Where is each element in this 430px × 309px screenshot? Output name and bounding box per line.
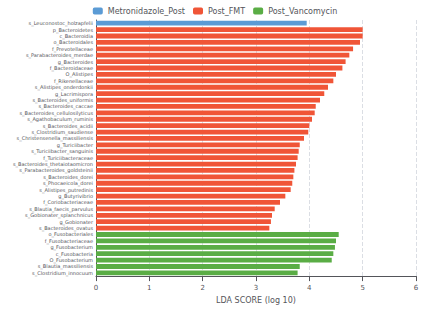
svg-text:s_Christensenella_massiliensis: s_Christensenella_massiliensis (16, 135, 93, 142)
svg-text:Metronidazole_Post: Metronidazole_Post (108, 7, 185, 16)
svg-text:f_Turiciibacteraceae: f_Turiciibacteraceae (43, 154, 93, 161)
svg-text:3: 3 (254, 284, 258, 292)
svg-text:1: 1 (147, 284, 151, 292)
svg-text:g_Lacrimispora: g_Lacrimispora (55, 90, 93, 97)
svg-text:o_Bacteroidales: o_Bacteroidales (53, 39, 93, 46)
svg-text:s_Bacteroides_dorei: s_Bacteroides_dorei (43, 173, 93, 180)
svg-text:2: 2 (200, 284, 204, 292)
svg-text:s_Alistipes_onderdonkii: s_Alistipes_onderdonkii (34, 84, 93, 91)
svg-text:6: 6 (414, 284, 419, 292)
svg-text:5: 5 (360, 284, 364, 292)
svg-text:g_Gobionater: g_Gobionater (59, 218, 93, 225)
svg-text:g_Butyrivibrio: g_Butyrivibrio (58, 193, 93, 200)
svg-text:g_Fusobacterium: g_Fusobacterium (50, 244, 93, 251)
svg-text:s_Alistipes_putredinis: s_Alistipes_putredinis (39, 186, 93, 193)
svg-text:s_Bacteroides_caccae: s_Bacteroides_caccae (38, 103, 93, 110)
svg-text:s_Bacteroides_ovatus: s_Bacteroides_ovatus (39, 225, 93, 232)
svg-text:s_Turiciibacter_sanguinis: s_Turiciibacter_sanguinis (31, 148, 93, 155)
svg-text:LDA SCORE (log 10): LDA SCORE (log 10) (216, 296, 296, 305)
svg-text:s_Blautia_faecis_parvulus: s_Blautia_faecis_parvulus (29, 205, 93, 212)
svg-text:s_Agathobaculum_ruminis: s_Agathobaculum_ruminis (27, 116, 93, 123)
svg-text:O_Alistipes: O_Alistipes (65, 71, 93, 78)
svg-text:g_Turiciibacter: g_Turiciibacter (56, 141, 93, 148)
svg-text:p_Bacteroidetes: p_Bacteroidetes (52, 26, 93, 33)
svg-text:f_Rikenellaceae: f_Rikenellaceae (54, 77, 93, 84)
svg-text:f_Fusobacteriaceae: f_Fusobacteriaceae (44, 237, 93, 244)
svg-text:c_Fusobacteria: c_Fusobacteria (55, 250, 93, 257)
svg-text:s_Parabacteroides_merdae: s_Parabacteroides_merdae (25, 52, 93, 59)
svg-text:O_Fusobacterium: O_Fusobacterium (49, 257, 93, 264)
svg-text:f_Prevotellaceae: f_Prevotellaceae (51, 45, 93, 52)
svg-text:g_Bacteroides: g_Bacteroides (57, 58, 93, 65)
svg-text:o_Fusobacteriales: o_Fusobacteriales (48, 231, 93, 238)
svg-text:s_Clostridium_innocuum: s_Clostridium_innocuum (32, 270, 93, 277)
svg-text:s_Clostridium_saudiense: s_Clostridium_saudiense (31, 129, 93, 135)
svg-text:4: 4 (307, 284, 312, 292)
svg-text:s_Phocaeicola_dorei: s_Phocaeicola_dorei (43, 180, 93, 187)
svg-text:s_Gobionater_splanchnicus: s_Gobionater_splanchnicus (25, 212, 93, 219)
svg-text:s_Bacteroides_acidii: s_Bacteroides_acidii (42, 122, 93, 129)
svg-text:s_Bacteroides_cellulosilyticus: s_Bacteroides_cellulosilyticus (19, 109, 93, 116)
svg-text:f_Coriobacteriaceae: f_Coriobacteriaceae (43, 199, 93, 206)
svg-text:c_Bacteroidia: c_Bacteroidia (59, 33, 93, 39)
svg-text:s_Bacteroides_uniformis: s_Bacteroides_uniformis (32, 97, 93, 103)
svg-text:Post_Vancomycin: Post_Vancomycin (268, 7, 337, 16)
svg-text:s_Blautia_massiliensis: s_Blautia_massiliensis (37, 263, 93, 270)
svg-text:s_Leuconostoc_holzapfelii: s_Leuconostoc_holzapfelii (28, 20, 93, 27)
svg-text:s_Bacteroides_thetaiotaomicron: s_Bacteroides_thetaiotaomicron (12, 161, 93, 168)
svg-text:0: 0 (94, 284, 98, 292)
svg-text:f_Bacteroidaceae: f_Bacteroidaceae (49, 65, 93, 71)
svg-text:s_Parabacteroides_goldsteinii: s_Parabacteroides_goldsteinii (19, 167, 93, 174)
svg-text:Post_FMT: Post_FMT (208, 7, 245, 16)
